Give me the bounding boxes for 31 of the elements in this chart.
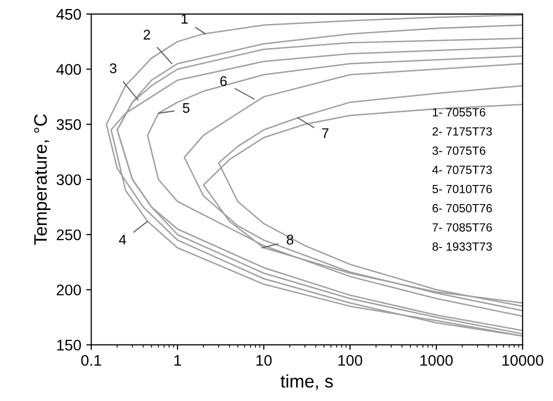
x-axis-title: time, s	[280, 374, 333, 390]
y-tick-label: 300	[56, 174, 81, 186]
annotation: 5	[182, 103, 190, 113]
annotation: 7	[322, 128, 328, 138]
annotation: 6- 7050T76	[432, 204, 492, 212]
annotation: 4	[119, 234, 126, 244]
y-tick-label: 350	[56, 119, 81, 130]
y-tick-label: 250	[56, 229, 81, 240]
x-tick-label: 0.1	[81, 354, 102, 366]
annotation: 8- 1933T73	[432, 242, 492, 251]
annotation: 2- 7175T73	[432, 127, 492, 136]
annotation: 4- 7075T73	[432, 166, 492, 174]
annotation: 7- 7085T76	[432, 223, 492, 232]
x-tick-label: 100	[338, 354, 362, 366]
annotation: 5- 7010T76	[432, 184, 492, 194]
y-tick-label: 150	[57, 340, 81, 351]
annotation: 2	[144, 30, 150, 40]
annotation: 6	[220, 76, 227, 86]
x-tick-label: 10000	[502, 354, 544, 366]
annotation: 8	[286, 234, 294, 245]
x-tick-label: 1	[174, 355, 182, 366]
annotation: 1	[182, 14, 188, 24]
annotation: 3	[110, 63, 116, 74]
y-tick-label: 450	[56, 8, 81, 20]
x-tick-label: 1000	[420, 354, 453, 366]
y-tick-label: 200	[56, 284, 81, 296]
y-axis-title: Temperature, °C	[34, 114, 50, 245]
annotation: 3- 7075T6	[432, 146, 486, 155]
x-tick-label: 10	[256, 354, 272, 366]
y-tick-label: 400	[56, 64, 81, 75]
annotation: 1- 7055T6	[432, 108, 486, 116]
